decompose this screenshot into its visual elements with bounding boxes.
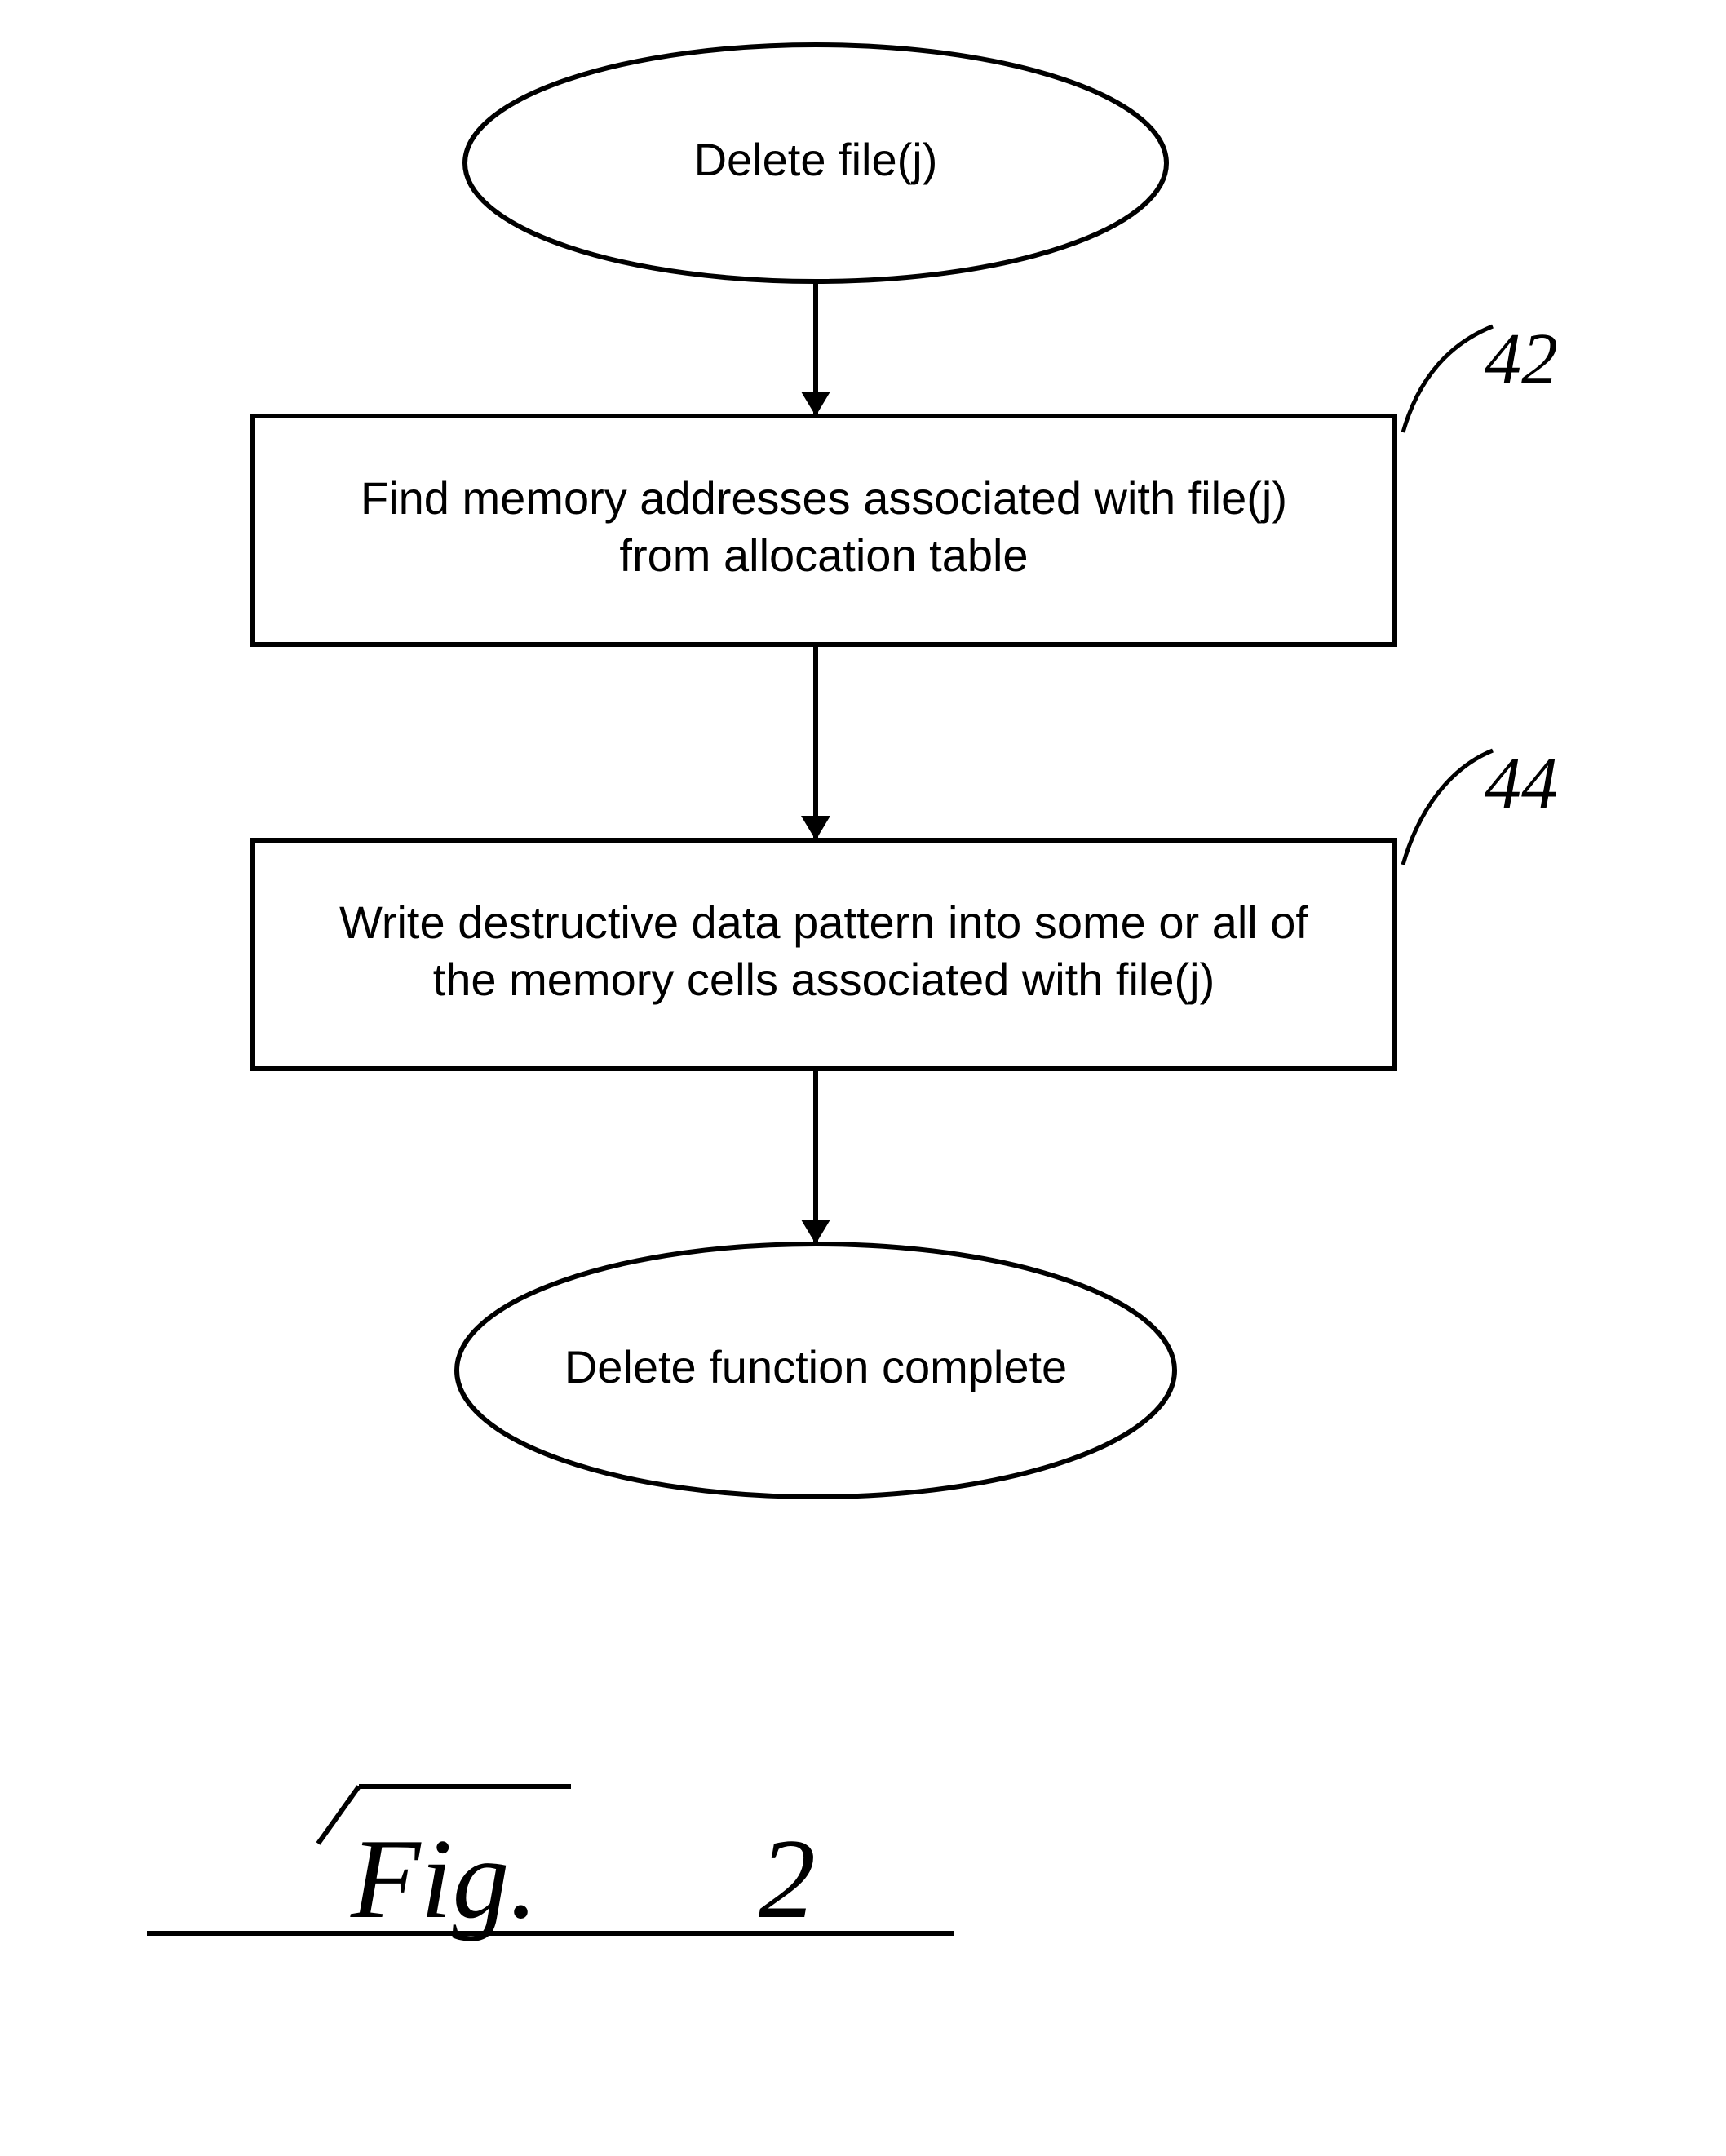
flowchart-node-step44: Write destructive data pattern into some… [253, 743, 1558, 1069]
node-text: from allocation table [619, 529, 1028, 581]
flowchart-edge [801, 281, 830, 416]
flowchart-node-start: Delete file(j) [465, 45, 1166, 281]
flowchart-node-end: Delete function complete [457, 1244, 1175, 1497]
node-text: Write destructive data pattern into some… [339, 896, 1308, 948]
node-text: the memory cells associated with file(j) [433, 954, 1215, 1005]
reference-label-42: 42 [1485, 319, 1558, 400]
node-text: Delete file(j) [694, 134, 938, 185]
reference-label-44: 44 [1485, 743, 1558, 824]
figure-label-number: 2 [759, 1816, 816, 1942]
flowchart-node-step42: Find memory addresses associated with fi… [253, 319, 1558, 644]
figure-label: Fig. 2 [147, 1786, 954, 1942]
node-text: Delete function complete [564, 1341, 1067, 1392]
node-text: Find memory addresses associated with fi… [361, 472, 1287, 524]
flowchart-edge [801, 644, 830, 840]
flowchart-canvas: Delete file(j) Find memory addresses asso… [0, 0, 1726, 2156]
flowchart-edge [801, 1069, 830, 1244]
figure-label-text: Fig. [350, 1816, 538, 1942]
